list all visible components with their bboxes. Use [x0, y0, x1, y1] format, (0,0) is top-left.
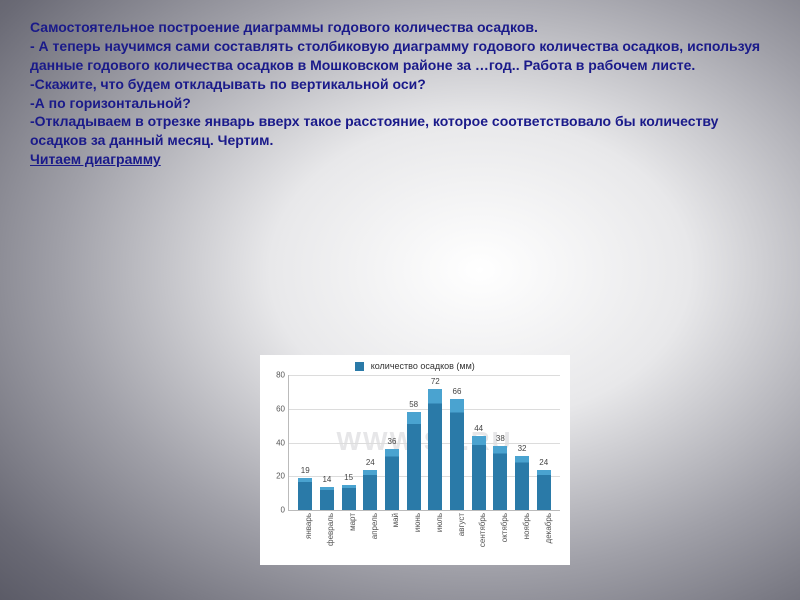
y-tick: 80 [269, 371, 285, 380]
slide-text: Самостоятельное построение диаграммы год… [30, 18, 778, 169]
text-line-4: -А по горизонтальной? [30, 94, 778, 113]
x-tick-label: февраль [326, 513, 335, 546]
bar-value-label: 44 [474, 424, 483, 433]
bar-rect [385, 449, 399, 510]
bar-rect [537, 470, 551, 511]
bar-rect [450, 399, 464, 510]
y-tick: 0 [269, 506, 285, 515]
chart-bar: 44 [472, 436, 486, 510]
x-tick-label: декабрь [544, 513, 553, 543]
x-tick-label: июнь [413, 513, 422, 532]
x-tick-label: май [391, 513, 400, 527]
bar-rect [298, 478, 312, 510]
x-tick-label: сентябрь [478, 513, 487, 547]
x-tick-label: март [348, 513, 357, 531]
chart-bar: 32 [515, 456, 529, 510]
chart-legend: количество осадков (мм) [266, 361, 564, 371]
text-line-1: Самостоятельное построение диаграммы год… [30, 18, 778, 37]
text-line-2: - А теперь научимся сами составлять стол… [30, 37, 778, 75]
bar-value-label: 66 [453, 387, 462, 396]
legend-label: количество осадков (мм) [371, 361, 475, 371]
bar-rect [493, 446, 507, 510]
bar-rect [428, 389, 442, 511]
bar-value-label: 58 [409, 400, 418, 409]
chart-bar: 72 [428, 389, 442, 511]
chart-bar: 58 [407, 412, 421, 510]
gridline [289, 409, 560, 410]
y-tick: 20 [269, 472, 285, 481]
bar-value-label: 15 [344, 473, 353, 482]
chart-bar: 14 [320, 487, 334, 511]
x-tick-label: ноябрь [522, 513, 531, 539]
bar-value-label: 38 [496, 434, 505, 443]
x-tick-label: январь [304, 513, 313, 539]
bar-rect [320, 487, 334, 511]
chart-bar: 15 [342, 485, 356, 510]
chart-bar: 24 [537, 470, 551, 511]
y-tick: 40 [269, 438, 285, 447]
precipitation-chart: количество осадков (мм) WWW.S I.RU 02040… [260, 355, 570, 565]
text-line-6: Читаем диаграмму [30, 150, 778, 169]
chart-bar: 38 [493, 446, 507, 510]
bar-rect [342, 485, 356, 510]
bar-rect [363, 470, 377, 511]
chart-x-labels: январь февраль март апрель май июнь июль август… [288, 511, 560, 557]
bar-value-label: 14 [322, 475, 331, 484]
bar-rect [515, 456, 529, 510]
x-tick-label: август [457, 513, 466, 536]
bar-value-label: 24 [366, 458, 375, 467]
chart-bar: 24 [363, 470, 377, 511]
y-tick: 60 [269, 404, 285, 413]
gridline [289, 375, 560, 376]
bar-rect [472, 436, 486, 510]
bar-value-label: 72 [431, 377, 440, 386]
x-tick-label: апрель [370, 513, 379, 539]
chart-bar: 66 [450, 399, 464, 510]
legend-swatch [355, 362, 364, 371]
bar-value-label: 19 [301, 466, 310, 475]
x-tick-label: июль [435, 513, 444, 532]
bar-value-label: 24 [539, 458, 548, 467]
bar-value-label: 36 [388, 437, 397, 446]
bar-rect [407, 412, 421, 510]
chart-bar: 36 [385, 449, 399, 510]
bar-value-label: 32 [518, 444, 527, 453]
text-line-5: -Откладываем в отрезке январь вверх тако… [30, 112, 778, 150]
chart-bar: 19 [298, 478, 312, 510]
text-line-3: -Скажите, что будем откладывать по верти… [30, 75, 778, 94]
x-tick-label: октябрь [500, 513, 509, 542]
chart-plot-area: WWW.S I.RU 02040608019141524365872664438… [288, 375, 560, 511]
